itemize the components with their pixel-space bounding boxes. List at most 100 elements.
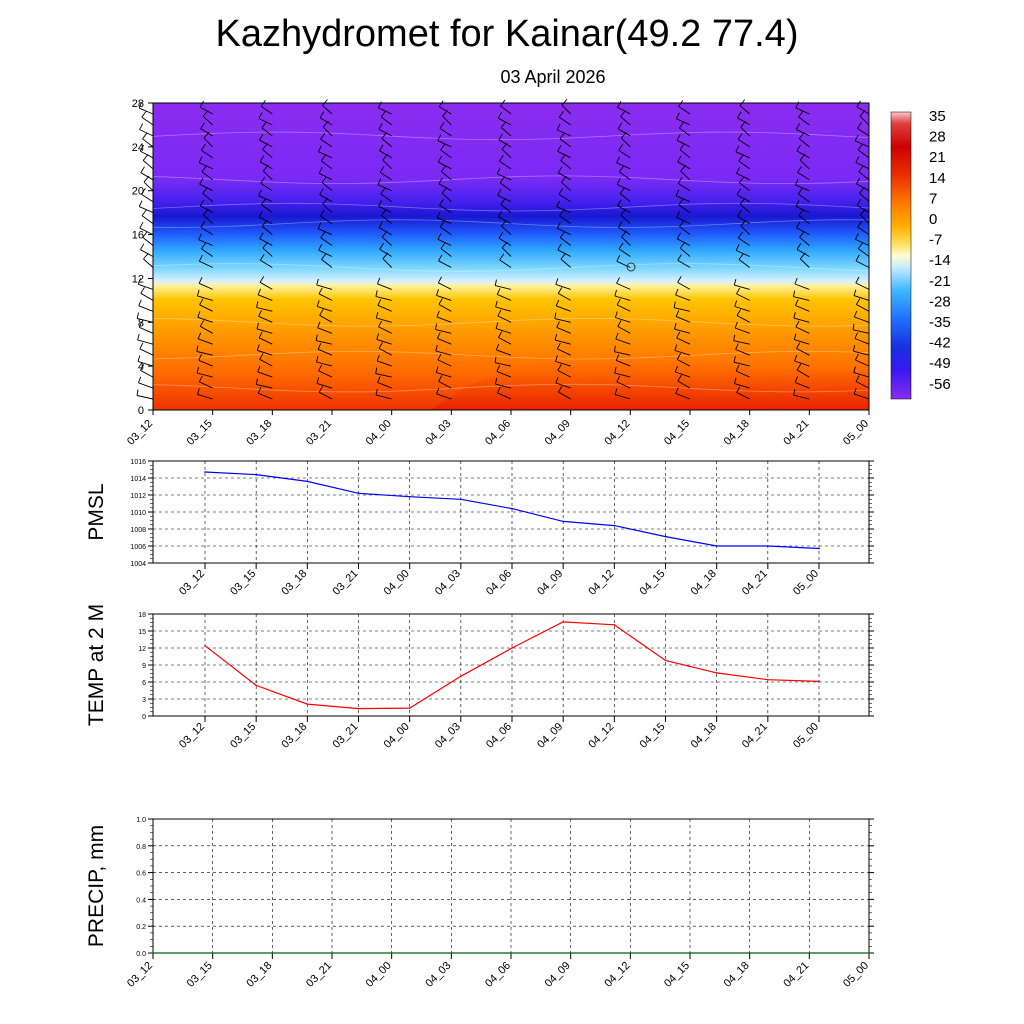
x-tick-label: 04_03 [423, 960, 453, 990]
wind-barb-staff [557, 348, 571, 356]
wind-barb-flag [795, 200, 800, 207]
wind-barb-staff [378, 348, 392, 356]
x-tick-label: 04_00 [382, 721, 412, 751]
data-point [204, 644, 206, 647]
wind-barb-staff [679, 127, 691, 137]
wind-barb-flag [258, 210, 263, 218]
wind-barb-staff [674, 328, 691, 334]
wind-barb-flag [733, 356, 736, 363]
wind-barb-flag [499, 176, 505, 184]
wind-barb-flag [858, 165, 864, 172]
data-point [562, 520, 564, 523]
colorbar-label: -42 [929, 335, 951, 352]
wind-barb-flag [796, 342, 801, 349]
wind-barb-staff [677, 161, 691, 170]
wind-barb-staff [257, 349, 273, 356]
colorbar-label: 28 [929, 129, 946, 146]
chart-subtitle: 03 April 2026 [500, 67, 605, 87]
wind-barb-staff [617, 205, 631, 213]
wind-barb-staff [380, 116, 392, 126]
x-tick-label: 04_06 [483, 960, 513, 990]
wind-barb-staff [260, 259, 273, 268]
x-tick-label: 04_09 [543, 418, 573, 448]
wind-barb-staff [500, 105, 512, 115]
wind-barb-staff [501, 247, 512, 257]
wind-barb-staff [438, 381, 452, 389]
wind-barb-staff [799, 159, 810, 170]
wind-barb-flag [142, 132, 148, 140]
wind-barb-flag [735, 244, 740, 251]
wind-barb-flag [317, 222, 322, 229]
wind-barb-flag [437, 134, 442, 141]
wind-barb-flag [615, 332, 619, 340]
wind-barb-staff [737, 139, 750, 148]
wind-barb-flag [140, 166, 145, 173]
wind-barb-staff [679, 149, 691, 159]
colorbar-label: 21 [929, 149, 946, 166]
data-point [271, 952, 274, 954]
wind-barb-staff [258, 118, 273, 126]
y-tick-label: 0.4 [136, 897, 146, 904]
wind-barb-staff [319, 314, 333, 323]
wind-barb-staff [198, 282, 213, 290]
wind-barb-flag [138, 200, 143, 207]
wind-barb-staff [677, 260, 691, 268]
wind-barb-staff [143, 181, 154, 192]
data-point [715, 672, 718, 674]
wind-barb-staff [733, 361, 750, 367]
wind-barb-flag [674, 322, 677, 330]
y-tick-label: 0.0 [136, 951, 146, 958]
wind-barb-flag [736, 309, 741, 316]
data-point [460, 498, 462, 501]
wind-barb-staff [554, 318, 571, 323]
wind-barb-staff [858, 248, 870, 257]
wind-barb-flag [257, 288, 262, 295]
wind-barb-staff [439, 204, 452, 213]
wind-barb-staff [793, 317, 810, 323]
wind-barb-staff [138, 305, 154, 312]
wind-barb-flag [137, 278, 141, 285]
wind-barb-staff [495, 383, 512, 389]
wind-barb-flag [679, 143, 686, 150]
wind-barb-staff [497, 315, 512, 323]
wind-barb-staff [141, 193, 154, 203]
wind-barb-staff [199, 205, 213, 213]
wind-barb-staff [316, 382, 333, 389]
wind-barb-flag [321, 253, 327, 260]
x-tick-label: 04_09 [535, 568, 565, 598]
wind-barb-flag [558, 385, 563, 393]
wind-barb-staff [375, 394, 392, 400]
wind-barb-flag [378, 342, 383, 349]
wind-barb-flag [674, 365, 678, 373]
wind-barb-staff [198, 239, 213, 246]
wind-barb-staff [199, 183, 213, 192]
wind-barb-flag [554, 312, 557, 319]
wind-barb-staff [437, 238, 452, 246]
wind-barb-staff [260, 182, 273, 192]
wind-barb-staff [257, 371, 273, 378]
wind-barb-staff [734, 306, 750, 312]
wind-barb-flag [495, 300, 498, 308]
wind-barb-staff [137, 360, 154, 367]
x-tick-label: 03_15 [228, 721, 258, 751]
data-point [818, 680, 820, 683]
wind-barb-staff [319, 194, 333, 203]
wind-barb-flag [857, 122, 862, 129]
wind-barb-flag [677, 254, 682, 261]
x-tick-label: 04_00 [364, 960, 394, 990]
x-tick-label: 04_15 [638, 568, 668, 598]
wind-barb-staff [798, 116, 810, 126]
wind-barb-flag [560, 154, 566, 161]
wind-barb-flag [499, 253, 505, 261]
wind-barb-flag [676, 232, 681, 240]
x-tick-label: 03_12 [125, 418, 155, 448]
wind-barb-flag [676, 211, 681, 218]
y-axis-label: TEMP at 2 M [85, 604, 108, 726]
data-point [511, 507, 513, 510]
wind-barb-staff [322, 203, 333, 213]
wind-barb-staff [619, 171, 631, 181]
wind-barb-flag [199, 199, 205, 206]
wind-barb-staff [796, 369, 810, 378]
wind-barb-staff [318, 370, 333, 378]
wind-barb-staff [734, 327, 750, 334]
